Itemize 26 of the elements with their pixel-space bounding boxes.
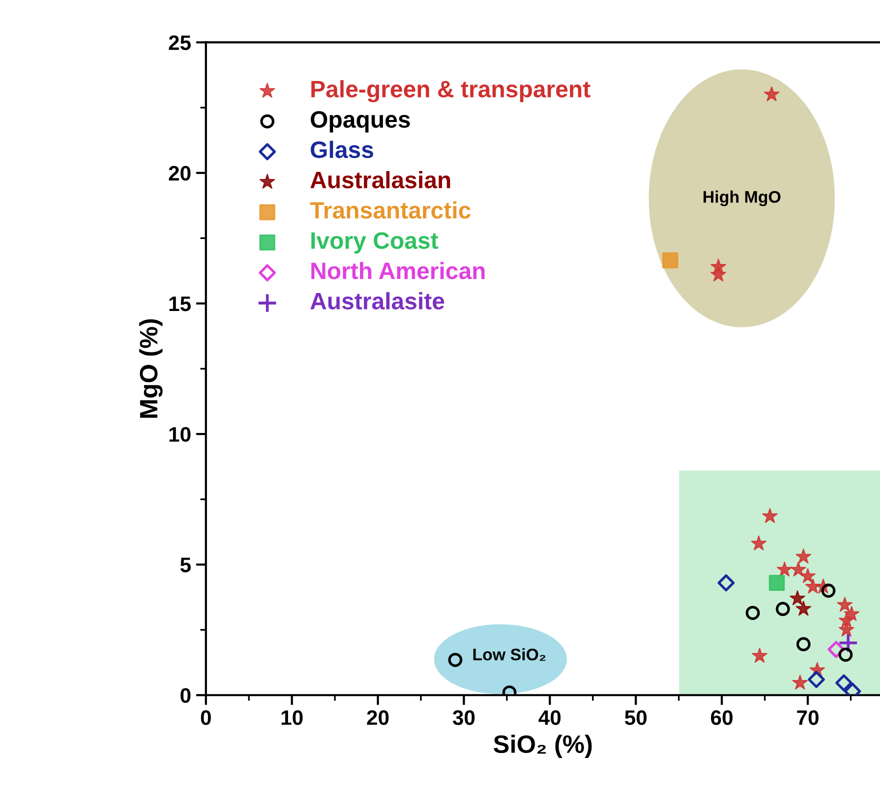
annotation: Low SiO₂	[473, 648, 546, 661]
legend-label: Australasite	[310, 292, 444, 310]
y-tick-label: 25	[168, 35, 191, 50]
legend-label: Glass	[310, 140, 374, 158]
legend-label: North American	[311, 262, 485, 280]
x-tick-label: 60	[710, 710, 733, 726]
y-tick-label: 10	[169, 427, 190, 442]
x-tick-label: 40	[538, 710, 561, 726]
x-axis-title: SiO₂ (%)	[494, 734, 592, 758]
legend-label: Opaques	[310, 111, 410, 133]
legend-label: Ivory Coast	[311, 232, 438, 254]
legend-label: Pale-green & transparent	[311, 80, 590, 102]
y-tick-label: 20	[168, 166, 190, 181]
x-tick-label: 10	[282, 710, 303, 726]
y-tick-label: 0	[180, 688, 190, 703]
y-axis-title: MgO (%)	[139, 319, 163, 418]
legend-label: Australasian	[310, 171, 450, 188]
y-tick-label: 5	[180, 558, 191, 572]
x-tick-label: 70	[797, 710, 819, 726]
legend-label: Transantarctic	[310, 201, 471, 219]
x-tick-label: 0	[200, 710, 211, 726]
y-tick-label: 15	[169, 296, 191, 312]
x-tick-label: 50	[624, 710, 647, 726]
x-tick-label: 20	[367, 710, 389, 726]
x-tick-label: 30	[452, 710, 475, 726]
annotation: High MgO	[704, 190, 780, 206]
